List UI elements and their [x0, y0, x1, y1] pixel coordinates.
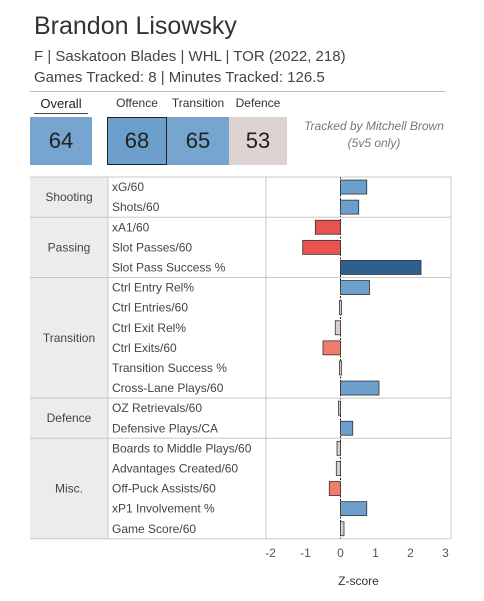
overall-rating: 64	[30, 117, 92, 165]
bar-boards-to-middle-plays-60	[336, 440, 341, 456]
metric-label: Ctrl Exit Rel%	[112, 321, 186, 335]
bar-advantages-created-60	[335, 461, 341, 476]
transition-rating: 65	[167, 117, 229, 165]
x-tick-label: -2	[265, 546, 276, 560]
offence-rating: 68	[107, 117, 167, 165]
group-label-shooting: Shooting	[45, 190, 92, 204]
bar-ctrl-exit-rel-	[334, 320, 341, 336]
metric-label: Ctrl Exits/60	[112, 341, 177, 355]
bar-off-puck-assists-60	[328, 481, 341, 496]
x-tick-label: 1	[372, 546, 379, 560]
metric-label: Ctrl Entries/60	[112, 301, 188, 315]
tracked-by-note: Tracked by Mitchell Brown (5v5 only)	[304, 119, 444, 150]
bar-shots-60	[340, 199, 360, 215]
group-label-misc: Misc.	[55, 482, 83, 496]
metric-label: Cross-Lane Plays/60	[112, 381, 224, 395]
bar-xa1-60	[314, 219, 341, 235]
player-name: Brandon Lisowsky	[34, 12, 237, 40]
bar-oz-retrievals-60	[337, 400, 341, 416]
overall-underline	[34, 113, 88, 114]
bar-slot-passes-60	[302, 239, 341, 255]
metric-label: Slot Pass Success %	[112, 260, 226, 274]
category-column-bg	[30, 177, 108, 539]
overall-label: Overall	[40, 96, 82, 111]
header-divider	[30, 91, 445, 92]
defence-rating: 53	[229, 117, 287, 165]
metric-label: Ctrl Entry Rel%	[112, 281, 194, 295]
bar-xg-60	[340, 179, 368, 195]
x-tick-label: -1	[300, 546, 311, 560]
metric-label: Slot Passes/60	[112, 240, 192, 254]
x-tick-label: 2	[407, 546, 414, 560]
group-label-transition: Transition	[43, 331, 95, 345]
metric-label: Transition Success %	[112, 361, 227, 375]
bar-cross-lane-plays-60	[340, 380, 380, 396]
metric-label: xA1/60	[112, 220, 150, 234]
metric-label: xP1 Involvement %	[112, 502, 215, 516]
bar-defensive-plays-ca	[340, 420, 354, 436]
bar-transition-success-	[339, 360, 342, 376]
group-label-passing: Passing	[48, 240, 91, 254]
metric-label: Off-Puck Assists/60	[112, 482, 216, 496]
metric-label: Boards to Middle Plays/60	[112, 441, 252, 455]
metric-label: Advantages Created/60	[112, 461, 238, 475]
bar-slot-pass-success-	[340, 260, 422, 275]
metric-label: Game Score/60	[112, 522, 196, 536]
metric-label: Defensive Plays/CA	[112, 421, 218, 435]
x-axis-label: Z-score	[338, 574, 379, 588]
group-label-defence: Defence	[47, 411, 92, 425]
bar-ctrl-entries-60	[339, 300, 342, 316]
defence-label: Defence	[235, 96, 281, 110]
tracking-summary: Games Tracked: 8 | Minutes Tracked: 126.…	[34, 69, 325, 86]
bar-game-score-60	[340, 521, 345, 537]
bar-ctrl-exits-60	[322, 340, 341, 356]
bar-xp1-involvement-	[340, 501, 368, 517]
player-info: F | Saskatoon Blades | WHL | TOR (2022, …	[34, 48, 346, 65]
x-tick-label: 3	[442, 546, 449, 560]
bar-ctrl-entry-rel-	[340, 280, 370, 295]
metric-label: xG/60	[112, 180, 144, 194]
offence-label: Offence	[116, 96, 158, 110]
metric-label: OZ Retrievals/60	[112, 401, 202, 415]
metric-label: Shots/60	[112, 200, 160, 214]
transition-label: Transition	[171, 96, 225, 110]
x-tick-label: 0	[337, 546, 344, 560]
